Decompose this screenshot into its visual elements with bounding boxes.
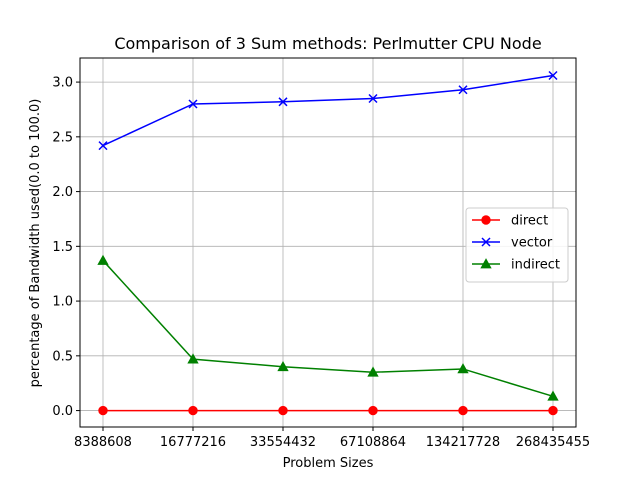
indirect-line [102,260,554,398]
y-tick-label: 2.5 [52,130,73,145]
x-axis: 8388608 16777216 33554432 67108864 134217728… [74,427,590,450]
legend-label: indirect [511,258,560,273]
vector-point [548,70,558,81]
vector-point [368,93,378,104]
legend: direct vector indirect [465,207,569,283]
vector-point [278,97,288,107]
direct-point [458,405,468,416]
legend-marker [481,237,491,247]
legend-label: vector [511,236,553,251]
plot-frame [79,57,577,428]
x-tick-label: 16777216 [160,435,226,450]
direct-point [188,405,198,416]
y-tick-label: 2.0 [52,185,73,200]
series-layer [97,70,559,416]
legend-label: direct [511,214,548,229]
indirect-point [97,254,109,265]
indirect-point [277,360,289,372]
x-tick-label: 134217728 [426,435,500,450]
x-tick-label: 67108864 [340,435,406,450]
y-tick-label: 1.5 [52,240,73,255]
legend-item-vector: vector [472,236,553,251]
vector-line [102,74,554,147]
direct-point [278,405,288,416]
x-tick-label: 33554432 [250,435,316,450]
series-indirect [97,254,559,401]
direct-point [98,405,108,416]
y-axis: 0.0 0.5 1.0 1.5 2.0 2.5 3.0 [52,76,80,419]
x-tick-label: 268435455 [516,435,590,450]
x-axis-label: Problem Sizes [283,456,374,471]
y-tick-label: 0.5 [52,349,73,364]
indirect-point [367,366,379,377]
y-tick-label: 1.0 [52,295,73,310]
indirect-point [457,363,469,374]
y-axis-label: percentage of Bandwidth used(0.0 to 100.… [28,99,43,388]
direct-point [548,405,558,416]
vector-point [188,99,198,109]
legend-item-indirect: indirect [472,258,560,273]
y-tick-label: 0.0 [52,404,73,419]
legend-item-direct: direct [472,214,548,229]
indirect-point [187,353,199,364]
chart-title: Comparison of 3 Sum methods: Perlmutter … [114,34,541,53]
series-direct [98,405,558,416]
indirect-point [547,390,559,401]
series-vector [98,70,558,151]
legend-marker [481,215,491,225]
direct-point [368,405,378,416]
x-tick-label: 8388608 [74,435,132,450]
y-tick-label: 3.0 [52,76,73,91]
vector-point [98,141,108,151]
vector-point [458,85,468,95]
legend-marker [480,258,492,269]
